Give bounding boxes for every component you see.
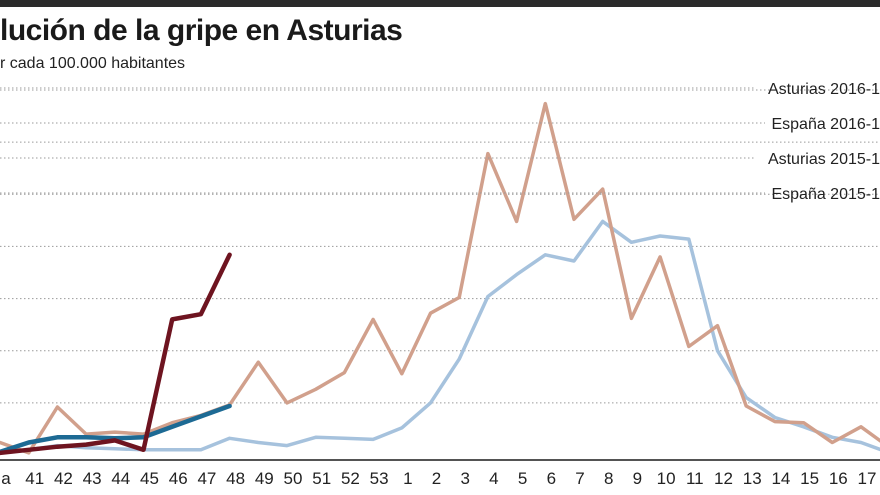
x-tick-label-13: 53 [370, 469, 389, 488]
chart-subtitle: r cada 100.000 habitantes [0, 55, 186, 72]
x-tick-label-5: 45 [140, 469, 159, 488]
x-tick-label-1: 41 [25, 469, 44, 488]
x-tick-label-6: 46 [169, 469, 188, 488]
legend: Asturias 2016-1 España 2016-1 Asturias 201… [0, 81, 880, 203]
x-tick-label-30: 17 [858, 469, 877, 488]
x-tick-label-9: 49 [255, 469, 274, 488]
x-tick-label-26: 13 [743, 469, 762, 488]
x-tick-label-25: 12 [714, 469, 733, 488]
legend-label-1: España 2016-1 [771, 116, 880, 133]
x-tick-label-0: a [1, 469, 11, 488]
x-tick-label-12: 52 [341, 469, 360, 488]
x-tick-label-20: 7 [575, 469, 584, 488]
x-tick-label-4: 44 [111, 469, 130, 488]
top-rule [0, 0, 880, 7]
chart-title: lución de la gripe en Asturias [0, 14, 403, 47]
x-tick-label-14: 1 [403, 469, 412, 488]
x-tick-label-10: 50 [284, 469, 303, 488]
x-tick-label-7: 47 [197, 469, 216, 488]
x-tick-label-28: 15 [800, 469, 819, 488]
x-tick-label-8: 48 [226, 469, 245, 488]
x-tick-label-15: 2 [432, 469, 441, 488]
x-tick-label-18: 5 [518, 469, 527, 488]
x-tick-label-19: 6 [547, 469, 556, 488]
x-tick-label-22: 9 [633, 469, 642, 488]
series-lines [0, 101, 880, 456]
x-tick-label-3: 43 [83, 469, 102, 488]
x-tick-labels: a 41 42 43 44 45 46 47 48 49 50 51 52 53 1 2 3 4 5 6 7 8 9 10 11… [1, 469, 877, 488]
series-line-3 [0, 219, 880, 455]
x-tick-label-17: 4 [489, 469, 498, 488]
legend-label-0: Asturias 2016-1 [768, 81, 880, 98]
x-tick-label-16: 3 [460, 469, 469, 488]
x-tick-label-29: 16 [829, 469, 848, 488]
x-tick-label-2: 42 [54, 469, 73, 488]
gridlines [0, 89, 880, 404]
x-tick-label-11: 51 [312, 469, 331, 488]
x-tick-label-23: 10 [657, 469, 676, 488]
x-tick-label-24: 11 [686, 469, 704, 488]
x-tick-label-27: 14 [771, 469, 790, 488]
legend-label-2: Asturias 2015-1 [768, 151, 880, 168]
series-line-0 [0, 252, 232, 456]
x-tick-label-21: 8 [604, 469, 613, 488]
legend-label-3: España 2015-1 [771, 186, 880, 203]
